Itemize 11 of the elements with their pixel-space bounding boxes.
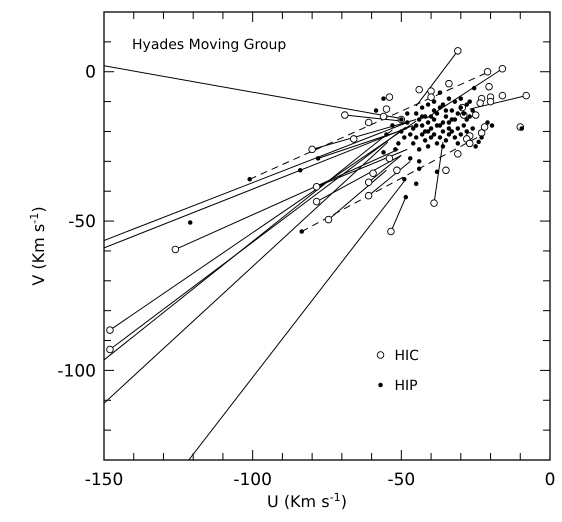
x-tick-label: 0 xyxy=(544,470,556,490)
y-tick-label: 0 xyxy=(85,62,96,83)
y-tick-label: -50 xyxy=(68,212,96,232)
legend-label: HIP xyxy=(394,378,418,394)
x-axis-title: U (Km s$^{-1}$) xyxy=(267,490,347,511)
text: Hyades Moving Group xyxy=(132,37,286,53)
x-tick-label: -50 xyxy=(387,470,416,490)
y-tick-label: -100 xyxy=(57,361,96,382)
x-tick-label: -100 xyxy=(233,470,272,490)
x-tick-label: -150 xyxy=(84,470,124,490)
legend-label: HIC xyxy=(394,348,420,364)
